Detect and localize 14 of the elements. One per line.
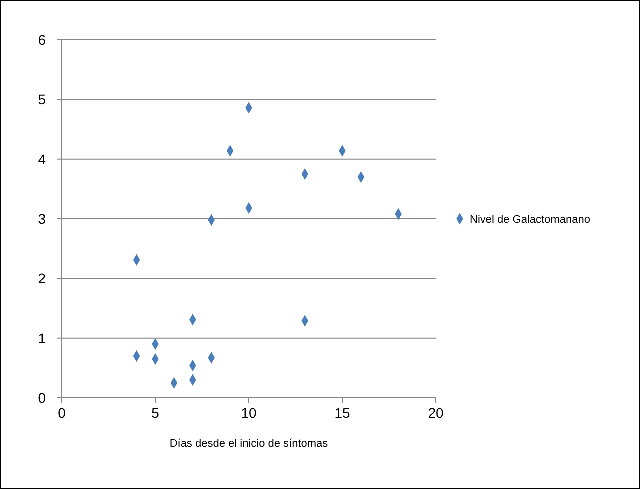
y-tick-label: 4 (38, 151, 46, 168)
y-tick-label: 0 (38, 390, 46, 406)
x-tick-label: 20 (428, 405, 444, 421)
y-tick-label: 5 (38, 92, 46, 108)
y-tick-label: 1 (38, 330, 46, 346)
x-tick-label: 0 (58, 405, 66, 421)
y-tick-label: 6 (38, 32, 46, 48)
y-tick-label: 3 (38, 211, 46, 227)
legend-label: Nivel de Galactomanano (470, 214, 590, 226)
x-axis-title: Días desde el inicio de síntomas (170, 438, 329, 450)
y-tick-label: 2 (38, 270, 46, 287)
x-tick-label: 5 (152, 405, 160, 421)
x-tick-label: 15 (334, 405, 350, 421)
x-tick-label: 10 (241, 405, 257, 421)
